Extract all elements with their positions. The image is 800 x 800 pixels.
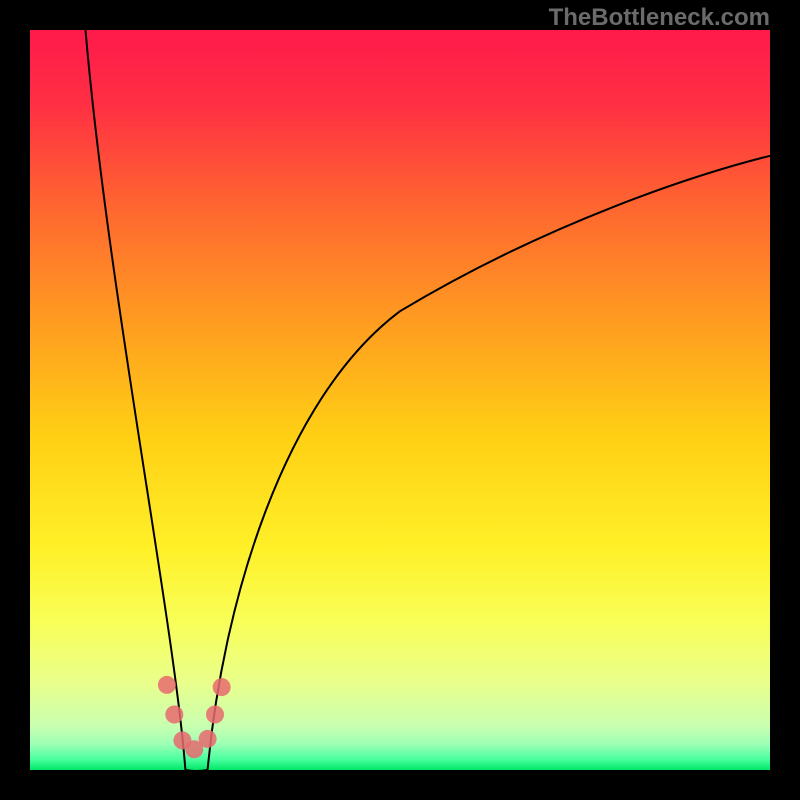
plot-area: [30, 30, 770, 770]
chart-container: TheBottleneck.com: [0, 0, 800, 800]
curve-left-branch: [86, 30, 186, 770]
curve-layer: [30, 30, 770, 770]
marker-point: [213, 678, 231, 696]
watermark-text: TheBottleneck.com: [549, 4, 770, 32]
marker-point: [199, 730, 217, 748]
marker-point: [158, 676, 176, 694]
curve-right-branch: [208, 156, 770, 770]
marker-point: [206, 706, 224, 724]
marker-point: [165, 706, 183, 724]
